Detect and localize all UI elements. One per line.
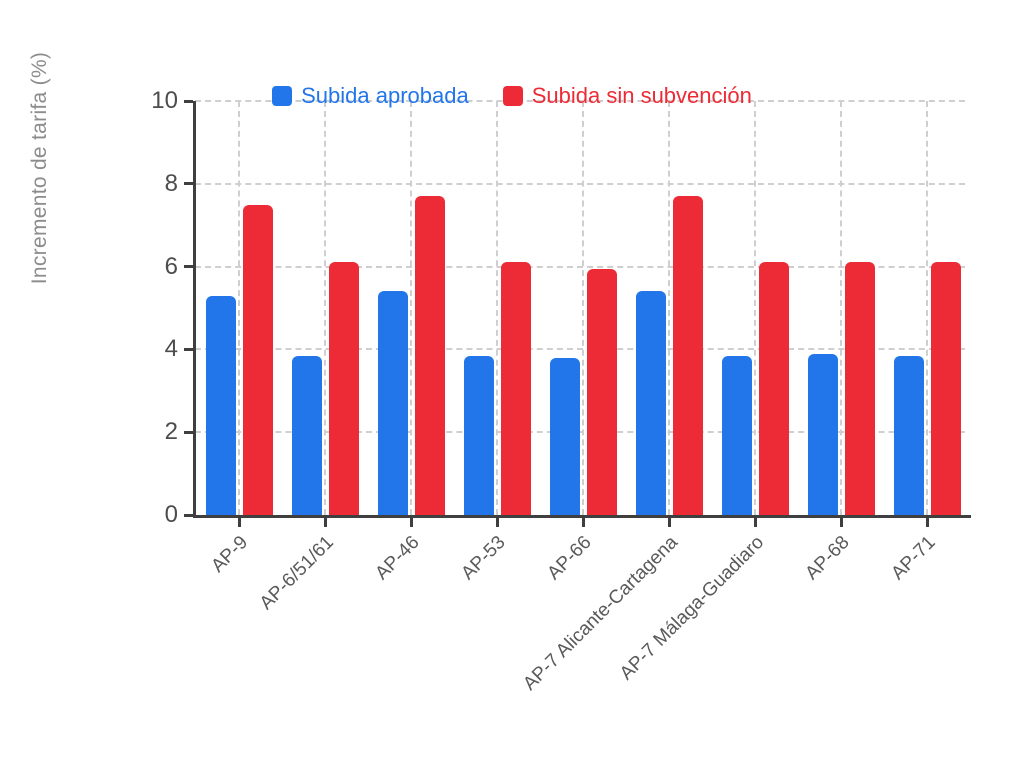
x-gridline <box>926 101 928 515</box>
bar <box>377 291 408 515</box>
y-axis-tick <box>184 99 193 103</box>
x-tick-label: AP-66 <box>543 532 596 585</box>
x-tick-label: AP-7 Málaga-Guadiaro <box>615 532 768 685</box>
x-gridline <box>840 101 842 515</box>
legend-label: Subida aprobada <box>301 83 469 108</box>
bar <box>635 291 666 515</box>
x-tick-label: AP-53 <box>457 532 510 585</box>
x-tick-label: AP-46 <box>371 532 424 585</box>
x-axis-tick <box>753 518 757 527</box>
x-axis-tick <box>409 518 413 527</box>
x-axis-tick <box>581 518 585 527</box>
x-gridline <box>324 101 326 515</box>
y-axis-tick <box>184 347 193 351</box>
x-axis-tick <box>925 518 929 527</box>
y-axis-tick <box>184 265 193 269</box>
legend-item: Subida sin subvención <box>502 83 752 108</box>
x-gridline <box>238 101 240 515</box>
bar <box>672 196 703 515</box>
x-gridline <box>410 101 412 515</box>
y-axis-tick <box>184 182 193 186</box>
y-tick-label: 6 <box>164 252 178 280</box>
bar <box>930 262 961 515</box>
x-tick-label: AP-9 <box>207 532 252 577</box>
x-tick-label: AP-7 Alicante-Cartagena <box>519 532 682 695</box>
y-tick-label: 4 <box>164 335 178 363</box>
bar <box>291 355 322 515</box>
x-gridline <box>582 101 584 515</box>
legend-swatch-icon <box>502 86 523 106</box>
y-tick-label: 0 <box>164 501 178 528</box>
x-tick-label: AP-71 <box>887 532 940 585</box>
bar <box>414 196 445 515</box>
x-gridline <box>754 101 756 515</box>
bar <box>807 353 838 515</box>
bar <box>328 262 359 515</box>
y-axis-tick <box>184 513 193 517</box>
y-tick-label: 2 <box>164 418 178 446</box>
bar <box>463 355 494 515</box>
legend-label: Subida sin subvención <box>531 83 752 108</box>
x-gridline <box>668 101 670 515</box>
bar <box>721 355 752 515</box>
y-axis-tick <box>184 430 193 434</box>
y-gridline <box>195 182 965 185</box>
x-axis-tick <box>667 518 671 527</box>
x-axis-tick <box>839 518 843 527</box>
legend-item: Subida aprobada <box>272 84 469 108</box>
y-axis-line <box>193 101 196 518</box>
y-tick-label: 8 <box>164 169 178 197</box>
y-tick-label: 10 <box>151 87 178 114</box>
y-gridline <box>195 431 965 434</box>
y-gridline <box>195 348 965 351</box>
y-gridline <box>195 100 965 102</box>
bar <box>844 262 875 515</box>
bar <box>893 355 924 515</box>
x-tick-label: AP-6/51/61 <box>255 532 338 615</box>
x-tick-label: AP-68 <box>801 532 854 585</box>
x-gridline <box>496 101 498 515</box>
bar <box>586 268 617 515</box>
legend-swatch-icon <box>272 86 293 106</box>
bar <box>205 295 236 515</box>
y-gridline <box>195 265 965 268</box>
x-axis-tick <box>237 518 241 527</box>
x-axis-tick <box>495 518 499 527</box>
bar <box>500 262 531 515</box>
x-axis-tick <box>323 518 327 527</box>
bar <box>549 357 580 515</box>
bar <box>242 204 273 515</box>
x-axis-line <box>193 515 971 518</box>
bar <box>758 262 789 515</box>
legend: Subida aprobada Subida sin subvención <box>0 84 1024 108</box>
